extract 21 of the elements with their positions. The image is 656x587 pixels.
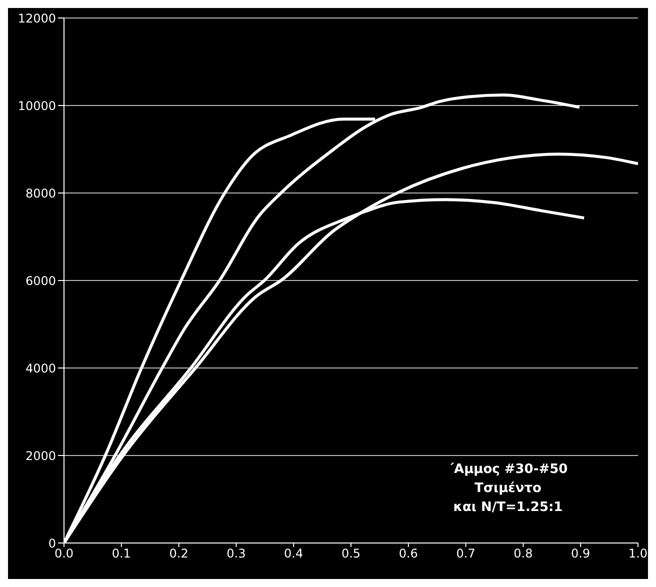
x-tick-label: 0.3 [226,546,246,561]
x-tick-label: 0.1 [112,546,131,561]
x-tick-label: 0.4 [284,546,304,561]
y-tick-label: 0 [48,536,56,550]
annotation: ΄Αμμος #30-#50 [447,461,569,479]
x-tick-label: 0.0 [54,546,74,561]
x-tick-label: 0.8 [514,546,533,561]
x-tick-label: 0.6 [398,546,418,561]
y-tick-label: 8000 [25,186,56,200]
x-tick-label: 0.7 [456,546,476,561]
y-tick-label: 12000 [18,11,56,26]
y-tick-label: 4000 [25,361,56,376]
y-tick-label: 2000 [25,448,56,463]
x-tick-label: 1.0 [628,546,648,561]
x-tick-label: 0.9 [571,546,590,561]
annotation: και N/T=1.25:1 [452,499,564,517]
annotation: Τσιμέντο [474,480,542,498]
x-tick-label: 0.2 [169,546,188,561]
x-tick-label: 0.5 [341,546,361,561]
y-tick-label: 6000 [25,274,56,288]
y-tick-label: 10000 [18,98,56,113]
